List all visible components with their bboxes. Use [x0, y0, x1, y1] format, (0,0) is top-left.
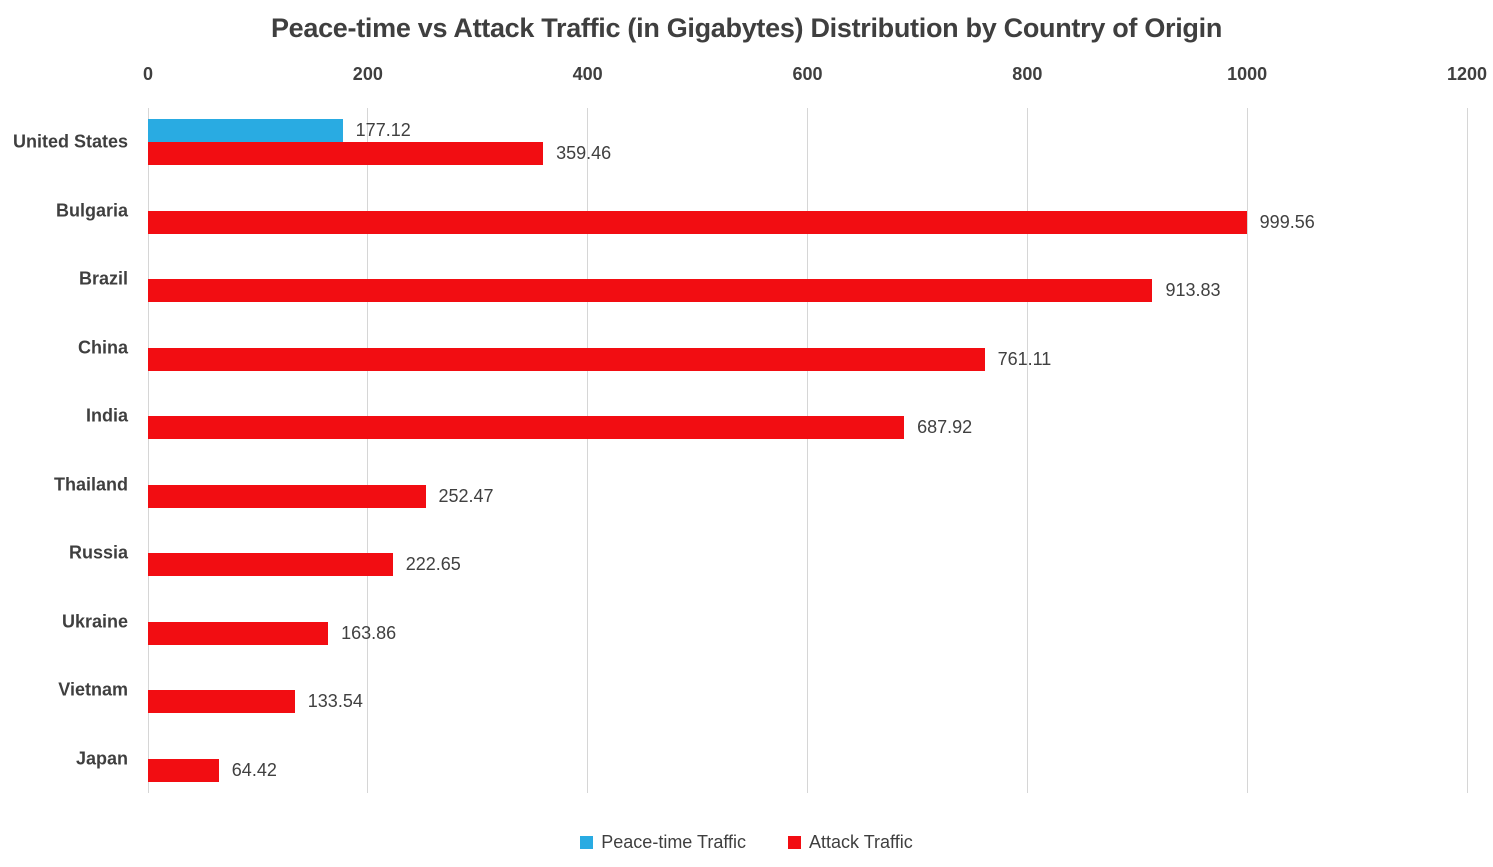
attack-traffic-bar: [148, 416, 905, 440]
attack-traffic-value-label: 252.47: [438, 485, 494, 506]
legend-entry: Peace-time Traffic: [580, 832, 746, 853]
category-row: Ukraine 163.86: [62, 588, 1467, 657]
plot-area: United States 177.12 359.46 Bulgaria 999.56 B…: [13, 108, 1468, 794]
category-label: Vietnam: [58, 679, 128, 700]
attack-traffic-bar: [148, 210, 1247, 234]
category-label: China: [77, 337, 128, 358]
legend-label: Peace-time Traffic: [601, 832, 747, 852]
gridline: [807, 108, 808, 793]
category-label: Brazil: [78, 268, 128, 289]
x-tick-label: 600: [792, 64, 823, 84]
category-row: Bulgaria 999.56: [56, 177, 1467, 246]
category-row: United States 177.12 359.46: [13, 108, 1467, 177]
legend-entry: Attack Traffic: [788, 832, 913, 853]
x-tick-label: 1200: [1446, 64, 1488, 84]
peace-time-traffic-value-label: 177.12: [355, 120, 411, 141]
category-row: Japan 64.42: [76, 725, 1467, 794]
attack-traffic-value-label: 999.56: [1259, 211, 1315, 232]
legend: Peace-time Traffic Attack Traffic: [0, 832, 1493, 853]
x-tick-label: 0: [142, 64, 154, 84]
category-label: India: [85, 405, 128, 426]
x-axis: 0 200 400 600 800 1000 1200: [143, 64, 1487, 90]
category-label: Thailand: [53, 474, 128, 495]
attack-traffic-value-label: 913.83: [1165, 280, 1221, 301]
attack-traffic-value-label: 687.92: [917, 417, 973, 438]
attack-traffic-bar: [148, 347, 985, 371]
gridline: [147, 108, 149, 793]
attack-traffic-bar: [148, 758, 219, 782]
category-row: Vietnam 133.54: [58, 656, 1467, 725]
attack-traffic-value-label: 761.11: [997, 348, 1052, 369]
attack-traffic-value-label: 163.86: [341, 622, 397, 643]
x-tick-label: 400: [572, 64, 603, 84]
attack-traffic-value-label: 222.65: [405, 554, 461, 575]
category-label: United States: [12, 131, 128, 152]
gridline: [1026, 108, 1028, 793]
category-label: Bulgaria: [55, 200, 128, 221]
attack-traffic-value-label: 133.54: [307, 691, 363, 712]
attack-traffic-bar: [148, 279, 1153, 303]
category-row: China 761.11: [78, 314, 1467, 383]
category-row: Russia 222.65: [69, 519, 1467, 588]
chart-title: Peace-time vs Attack Traffic (in Gigabyt…: [270, 13, 1223, 43]
gridline: [587, 108, 589, 793]
attack-traffic-value-label: 359.46: [556, 143, 612, 164]
attack-traffic-bar: [148, 690, 295, 714]
attack-traffic-bar: [148, 621, 329, 645]
category-row: Thailand 252.47: [54, 451, 1467, 520]
x-tick-label: 200: [352, 64, 383, 84]
gridline: [367, 108, 369, 793]
category-row: Brazil 913.83: [79, 245, 1467, 314]
gridline: [1466, 108, 1468, 793]
x-tick-label: 1000: [1227, 64, 1268, 84]
attack-traffic-bar: [148, 142, 544, 166]
category-label: Japan: [75, 748, 128, 769]
legend-swatch-icon: [580, 836, 594, 849]
x-tick-label: 800: [1012, 64, 1043, 84]
attack-traffic-bar: [148, 553, 393, 577]
gridline: [1246, 108, 1248, 793]
attack-traffic-bar: [148, 484, 426, 508]
category-label: Russia: [68, 542, 128, 563]
legend-label: Attack Traffic: [809, 832, 913, 852]
category-row: India 687.92: [86, 382, 1467, 451]
category-label: Ukraine: [61, 611, 128, 632]
attack-traffic-value-label: 64.42: [231, 759, 277, 780]
peace-time-traffic-bar: [148, 119, 343, 143]
legend-swatch-icon: [788, 836, 802, 849]
